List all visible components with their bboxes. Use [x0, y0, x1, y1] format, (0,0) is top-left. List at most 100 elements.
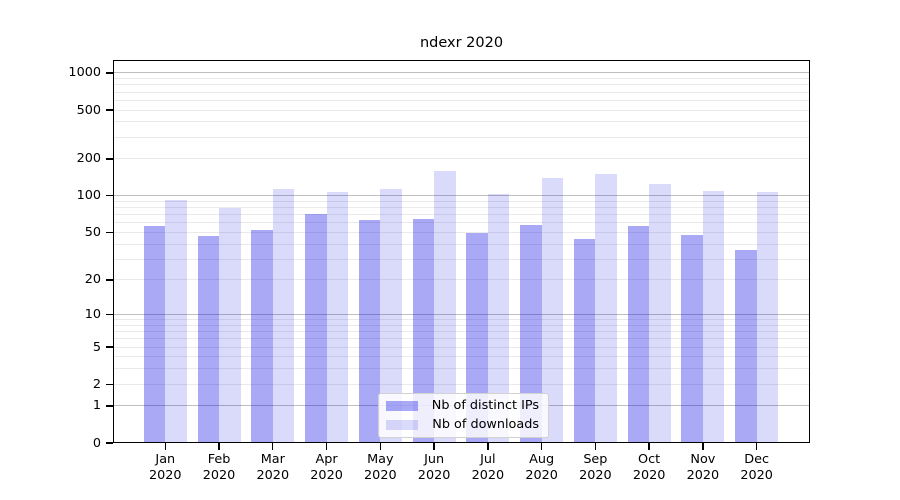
bar-distinct-ips-oct: [627, 225, 650, 443]
bar-distinct-ips-dec: [735, 249, 757, 443]
legend: Nb of distinct IPs Nb of downloads: [378, 393, 549, 438]
x-tick-label: Mar 2020: [256, 452, 290, 483]
bar-distinct-ips-feb: [197, 235, 220, 443]
bar-downloads-jun: [434, 170, 456, 443]
gridline-minor: [113, 207, 810, 209]
x-tick: [272, 443, 274, 450]
x-tick: [325, 443, 328, 450]
y-tick: [106, 231, 113, 234]
x-tick-label: May 2020: [364, 452, 397, 483]
gridline-major: [113, 314, 810, 316]
gridline-minor: [113, 136, 810, 138]
y-tick-label: 1: [92, 398, 101, 414]
x-tick-label: Nov 2020: [686, 452, 720, 483]
y-tick-label: 200: [76, 151, 101, 167]
gridline-minor: [113, 319, 810, 321]
y-tick: [106, 383, 113, 385]
legend-swatch-downloads-icon: [386, 419, 418, 431]
gridline-major: [113, 195, 810, 197]
x-tick-label: Jan 2020: [149, 452, 182, 483]
x-tick-label: Sep 2020: [579, 452, 612, 483]
x-tick: [756, 443, 758, 450]
bar-distinct-ips-apr: [305, 213, 327, 443]
legend-item-distinct-ips: Nb of distinct IPs: [386, 398, 539, 414]
y-tick-label: 2: [92, 376, 101, 392]
x-tick-label: Jul 2020: [471, 452, 505, 483]
gridline-minor: [113, 158, 810, 160]
bar-downloads-apr: [326, 191, 349, 443]
legend-label-downloads: Nb of downloads: [432, 417, 539, 432]
gridline-minor: [113, 109, 810, 111]
legend-label-distinct-ips: Nb of distinct IPs: [431, 398, 539, 413]
x-tick-label: Dec 2020: [740, 452, 773, 483]
gridline-minor: [113, 91, 810, 93]
x-tick: [702, 443, 704, 450]
legend-item-downloads: Nb of downloads: [386, 417, 539, 433]
x-tick: [594, 443, 597, 450]
x-tick-label: Aug 2020: [525, 452, 558, 483]
gridline-minor: [113, 368, 810, 370]
y-tick-label: 0: [92, 435, 101, 451]
bar-downloads-jan: [165, 199, 187, 443]
x-tick: [218, 443, 220, 450]
bar-downloads-jul: [487, 193, 510, 443]
y-tick: [106, 405, 113, 407]
x-tick: [164, 443, 166, 450]
y-tick-label: 10: [84, 307, 101, 323]
y-tick: [106, 279, 113, 281]
bar-downloads-sep: [595, 174, 617, 443]
y-tick-label: 1000: [68, 65, 101, 81]
gridline-minor: [113, 324, 810, 326]
bar-downloads-mar: [272, 188, 295, 443]
y-tick: [106, 158, 113, 160]
y-tick: [106, 442, 113, 444]
x-tick: [433, 443, 435, 450]
gridline-minor: [113, 84, 810, 86]
y-tick-label: 50: [84, 224, 101, 240]
gridline-minor: [113, 78, 810, 80]
gridline-minor: [113, 338, 810, 340]
x-tick: [379, 443, 381, 450]
bar-downloads-dec: [756, 191, 779, 443]
bar-downloads-nov: [702, 190, 725, 443]
gridline-minor: [113, 331, 810, 333]
gridline-minor: [113, 258, 810, 260]
y-tick: [106, 195, 113, 197]
gridline-minor: [113, 243, 810, 245]
gridline-minor: [113, 231, 810, 233]
gridline-minor: [113, 346, 810, 348]
gridline-minor: [113, 356, 810, 358]
bar-distinct-ips-aug: [520, 224, 542, 443]
y-tick: [106, 313, 113, 316]
bar-distinct-ips-sep: [573, 239, 596, 443]
y-tick-label: 500: [76, 102, 101, 118]
x-tick: [648, 443, 650, 450]
y-tick: [106, 109, 113, 111]
x-tick-label: Feb 2020: [202, 452, 236, 483]
y-tick-label: 100: [76, 188, 101, 204]
bar-distinct-ips-may: [358, 220, 381, 443]
gridline-minor: [113, 214, 810, 216]
y-tick: [106, 346, 113, 348]
gridline-minor: [113, 99, 810, 101]
y-tick-label: 20: [84, 272, 101, 288]
gridline-minor: [113, 121, 810, 123]
bar-distinct-ips-nov: [681, 234, 703, 443]
chart-title: ndexr 2020: [419, 35, 504, 51]
y-tick-label: 5: [92, 339, 101, 355]
bar-distinct-ips-jul: [466, 233, 488, 443]
gridline-minor: [113, 200, 810, 202]
legend-swatch-distinct-ips-icon: [386, 400, 418, 412]
x-tick: [540, 443, 543, 450]
x-tick: [487, 443, 489, 450]
bar-downloads-oct: [649, 183, 671, 443]
x-tick-label: Apr 2020: [310, 452, 343, 483]
bar-distinct-ips-mar: [251, 230, 273, 443]
x-tick-label: Oct 2020: [632, 452, 666, 483]
y-tick: [106, 72, 113, 74]
x-tick-label: Jun 2020: [417, 452, 451, 483]
gridline-minor: [113, 279, 810, 281]
bar-distinct-ips-jun: [412, 219, 435, 443]
bar-downloads-may: [380, 188, 402, 443]
